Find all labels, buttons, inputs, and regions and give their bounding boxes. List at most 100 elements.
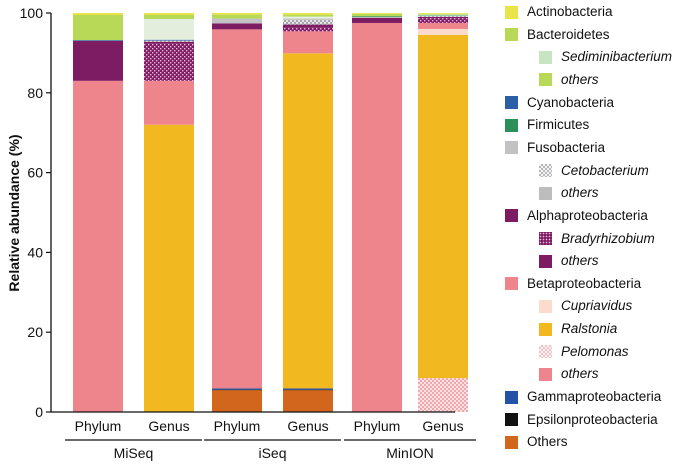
bar-segment-cupriavidus-6	[418, 28, 468, 35]
x-tick-label: Phylum	[75, 418, 122, 434]
legend-item-epsilonproteobacteria: Epsilonproteobacteria	[505, 411, 658, 429]
bar-segment-fusobacteria-others-4	[283, 18, 333, 20]
legend-item-others: others	[539, 365, 599, 383]
bar-segment-actinobacteria-1	[73, 13, 123, 15]
legend-label: Gammaproteobacteria	[527, 389, 662, 405]
legend-item-ralstonia: Ralstonia	[539, 320, 617, 338]
bar-segment-sediminibacterium-2	[144, 18, 194, 40]
legend-label: Firmicutes	[527, 117, 590, 133]
legend-swatch	[539, 345, 552, 359]
bar-segment-alphaproteobacteria-5	[352, 17, 402, 23]
bar-segment-betaproteobacteria-others-6	[418, 22, 468, 29]
y-tick-label: 60	[27, 165, 43, 181]
bar-segment-alphaproteobacteria-others-6	[418, 16, 468, 19]
legend-label: Bradyrhizobium	[561, 230, 655, 246]
legend-label: Epsilonproteobacteria	[527, 411, 658, 427]
legend-label: Pelomonas	[561, 343, 629, 359]
legend-item-fusobacteria: Fusobacteria	[505, 139, 605, 157]
y-tick-label: 0	[35, 404, 43, 420]
legend-swatch	[539, 232, 552, 245]
axes: 0 20 40 60 80 100 Phylum Genus Phylum Genus Phylum…	[20, 5, 476, 461]
legend-item-alphaproteobacteria: Alphaproteobacteria	[505, 207, 648, 225]
legend-item-firmicutes: Firmicutes	[505, 116, 589, 134]
legend-swatch	[505, 118, 518, 132]
bar-segment-cyanobacteria-1	[73, 40, 123, 41]
bar-segment-cetobacterium-2	[144, 40, 194, 42]
bar-segment-alphaproteobacteria-others-4	[283, 24, 333, 28]
legend-label: others	[561, 366, 599, 382]
legend-label: others	[561, 253, 599, 269]
legend-swatch	[505, 5, 518, 19]
bar-segment-bacteroidetes-others-4	[283, 14, 333, 17]
legend-label: Ralstonia	[561, 321, 618, 337]
bar-segment-epsilonproteobacteria-3	[212, 389, 262, 391]
legend-item-cyanobacteria: Cyanobacteria	[505, 94, 614, 112]
legend-label: Fusobacteria	[527, 139, 606, 155]
legend: Actinobacteria Bacteroidetes Sediminibacte…	[505, 0, 700, 465]
legend-swatch	[539, 164, 552, 178]
legend-item-others: Others	[505, 433, 568, 451]
y-tick-label: 20	[27, 324, 43, 340]
bar-segment-bacteroidetes-others-6	[418, 13, 468, 15]
legend-label: Cetobacterium	[561, 162, 649, 178]
bar-segment-cyanobacteria-2	[144, 39, 194, 41]
x-tick-label: Phylum	[214, 418, 261, 434]
bar-segment-epsilonproteobacteria-4	[283, 389, 333, 391]
legend-label: Bacteroidetes	[527, 26, 610, 42]
y-tick-label: 100	[20, 5, 44, 21]
stacked-bar-chart: 0 20 40 60 80 100 Phylum Genus Phylum Genus Phylum…	[6, 5, 476, 461]
bar-segment-alphaproteobacteria-others-2	[144, 41, 194, 44]
group-label-miseq: MiSeq	[114, 445, 154, 461]
legend-swatch	[539, 322, 552, 336]
bar-segment-gammaproteobacteria-4	[283, 388, 333, 390]
bar-segment-bacteroidetes-others-2	[144, 14, 194, 19]
legend-label: Cupriavidus	[561, 298, 633, 314]
bar-segment-betaproteobacteria-others-2	[144, 80, 194, 125]
legend-label: Sediminibacterium	[561, 49, 673, 65]
legend-label: others	[561, 185, 599, 201]
legend-swatch	[505, 141, 518, 155]
bar-segment-actinobacteria-4	[283, 13, 333, 15]
group-label-minion: MinION	[386, 445, 433, 461]
legend-label: Betaproteobacteria	[527, 275, 642, 291]
bar-segment-fusobacteria-5	[352, 16, 402, 18]
x-tick-label: Genus	[422, 418, 463, 434]
bar-segment-actinobacteria-2	[144, 13, 194, 15]
legend-label: Actinobacteria	[527, 4, 613, 19]
legend-item-sediminibacterium: Sediminibacterium	[539, 48, 672, 66]
group-label-iseq: iSeq	[258, 445, 286, 461]
bar-segment-gammaproteobacteria-3	[212, 388, 262, 390]
legend-item-betaproteobacteria: Betaproteobacteria	[505, 275, 641, 293]
bar-segment-bradyrhizobium-2	[144, 43, 194, 81]
bar-segment-bacteroidetes-5	[352, 13, 402, 17]
bar-segment-bradyrhizobium-6	[418, 18, 468, 23]
bar-segment-sediminibacterium-4	[283, 16, 333, 19]
bar-segment-cetobacterium-6	[418, 15, 468, 17]
bar-segment-alphaproteobacteria-1	[73, 40, 123, 81]
legend-label: Others	[527, 434, 568, 450]
legend-label: others	[561, 71, 599, 87]
legend-swatch	[539, 50, 552, 64]
bar-segment-bradyrhizobium-4	[283, 27, 333, 32]
bar-segment-betaproteobacteria-3	[212, 29, 262, 389]
legend-item-others: others	[539, 252, 599, 270]
bar-segment-ralstonia-4	[283, 53, 333, 389]
legend-swatch	[539, 73, 552, 87]
legend-swatch	[505, 435, 518, 449]
legend-item-actinobacteria: Actinobacteria	[505, 3, 613, 21]
legend-swatch	[505, 96, 518, 110]
bar-segment-firmicutes-6	[418, 15, 468, 16]
bar-segment-pelomonas-6	[418, 378, 468, 412]
bar-segment-betaproteobacteria-5	[352, 22, 402, 412]
bar-segment-actinobacteria-6	[418, 13, 468, 14]
legend-swatch	[505, 277, 518, 291]
legend-item-cetobacterium: Cetobacterium	[539, 162, 649, 180]
legend-swatch	[505, 390, 518, 404]
legend-label: Cyanobacteria	[527, 94, 615, 110]
bar-segment-actinobacteria-5	[352, 13, 402, 14]
y-tick-label: 80	[27, 85, 43, 101]
legend-item-others: others	[539, 71, 599, 89]
legend-swatch	[539, 367, 552, 381]
legend-swatch	[505, 28, 518, 42]
bar-segment-bacteroidetes-3	[212, 14, 262, 19]
